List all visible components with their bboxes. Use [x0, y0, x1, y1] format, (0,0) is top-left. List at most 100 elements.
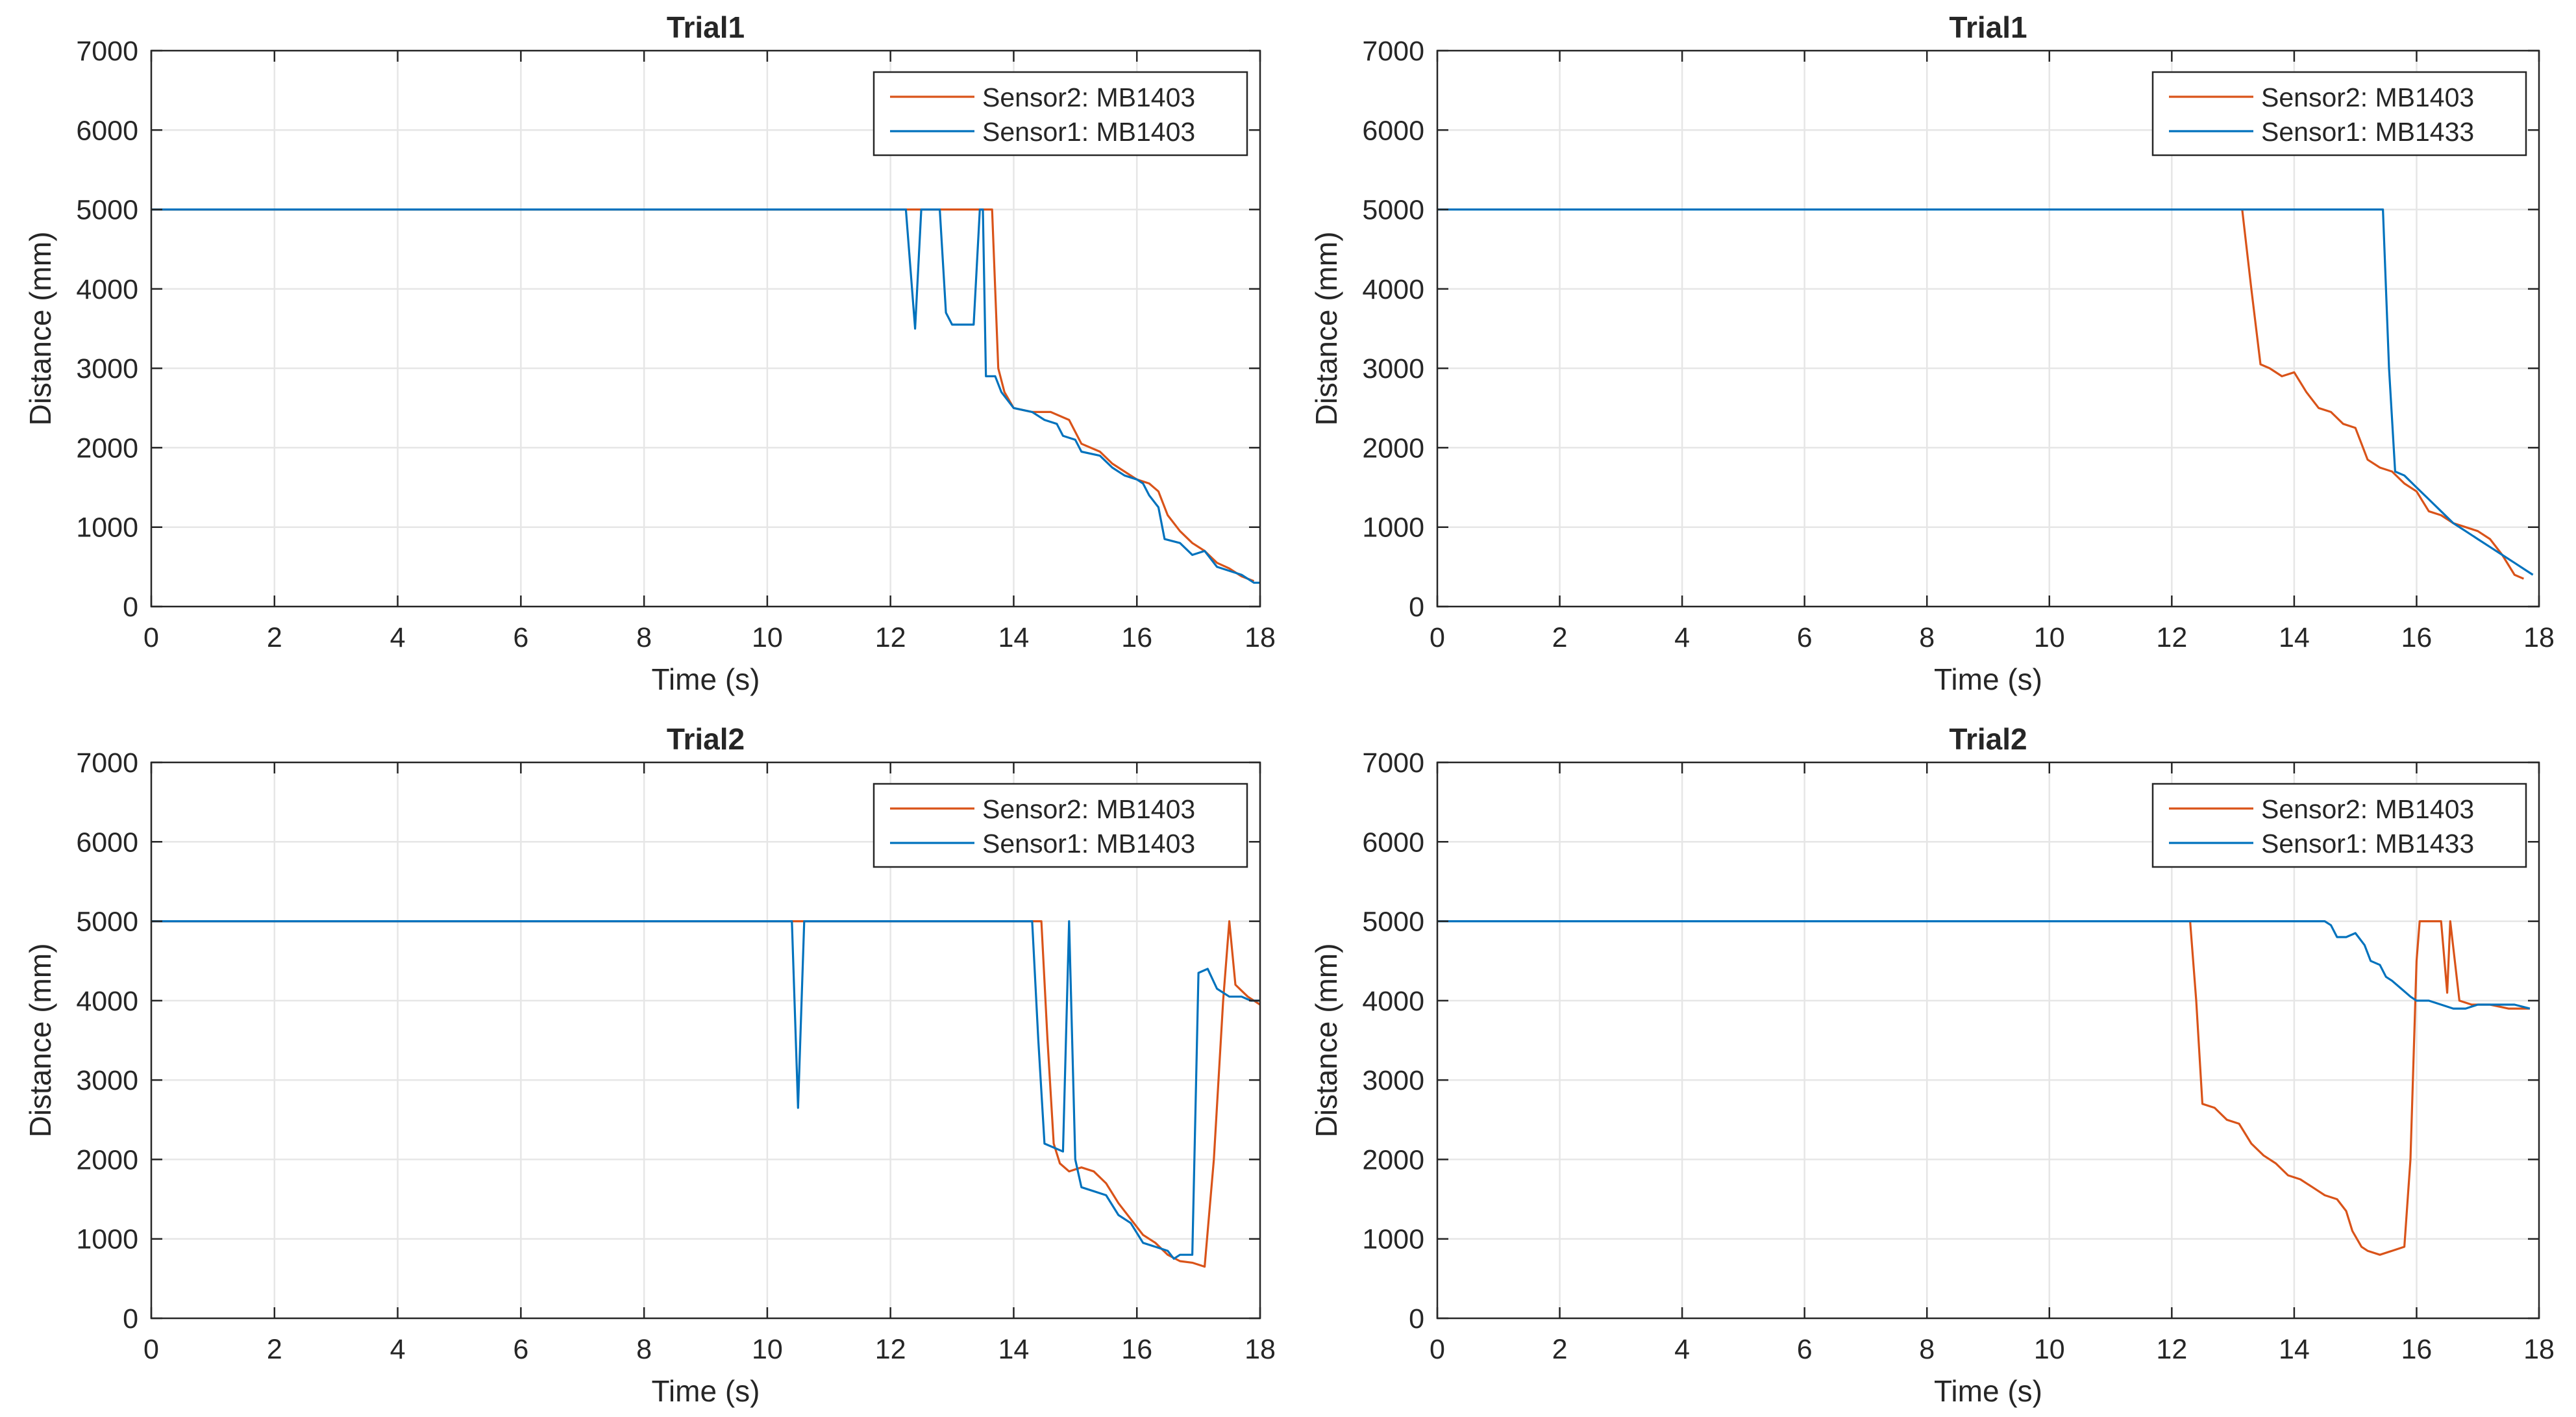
axes-box [150, 49, 1261, 608]
x-tick-label: 6 [1797, 1334, 1813, 1365]
legend-box [873, 71, 1248, 157]
y-tick-label: 6000 [76, 827, 138, 858]
chart-1: 0 2 4 6 8 10 12 14 16 18 0 1000 2000 3000 4000 5000 6000… [23, 10, 1276, 696]
x-tick-label: 2 [1552, 1334, 1568, 1365]
y-tick-label: 2000 [76, 433, 138, 464]
legend: Sensor2: MB1403 Sensor1: MB1433 [2151, 71, 2527, 157]
x-tick-label: 16 [1121, 622, 1152, 653]
series-line-sensor1 [1437, 920, 2531, 1010]
x-tick-label: 0 [143, 1334, 159, 1365]
y-tick-label: 2000 [1362, 1144, 1424, 1175]
series-line-sensor2 [151, 920, 1260, 1268]
legend-label: Sensor2: MB1403 [2261, 794, 2474, 824]
y-tick-label: 0 [1409, 1303, 1424, 1335]
x-tick-label: 4 [390, 622, 406, 653]
x-tick-label: 2 [1552, 622, 1568, 653]
y-tick-label: 1000 [76, 1224, 138, 1255]
x-tick-label: 2 [267, 622, 282, 653]
y-tick-label: 5000 [1362, 195, 1424, 226]
legend-label: Sensor1: MB1403 [982, 829, 1195, 859]
y-tick-label: 6000 [76, 115, 138, 146]
legend-label: Sensor2: MB1403 [982, 82, 1195, 112]
y-tick-label: 3000 [1362, 353, 1424, 384]
legend-label: Sensor1: MB1403 [982, 117, 1195, 147]
y-axis-label: Distance (mm) [23, 231, 57, 425]
x-tick-label: 0 [143, 622, 159, 653]
x-tick-label: 12 [2156, 622, 2187, 653]
y-tick-label: 7000 [1362, 747, 1424, 779]
chart-4: 0 2 4 6 8 10 12 14 16 18 0 1000 2000 3000 4000 5000 6000… [1309, 722, 2555, 1408]
legend-label: Sensor2: MB1403 [2261, 82, 2474, 112]
x-tick-label: 10 [752, 1334, 783, 1365]
x-tick-label: 6 [513, 622, 528, 653]
legend-label: Sensor2: MB1403 [982, 794, 1195, 824]
y-tick-label: 6000 [1362, 827, 1424, 858]
y-tick-label: 2000 [76, 1144, 138, 1175]
y-tick-label: 4000 [1362, 274, 1424, 305]
x-tick-label: 18 [2523, 1334, 2555, 1365]
series-line-sensor1 [151, 208, 1260, 584]
x-axis-label: Time (s) [652, 662, 760, 696]
x-tick-label: 6 [513, 1334, 528, 1365]
x-tick-label: 16 [1121, 1334, 1152, 1365]
x-tick-label: 18 [1245, 622, 1276, 653]
x-tick-label: 12 [875, 1334, 906, 1365]
x-tick-label: 14 [2279, 622, 2310, 653]
legend: Sensor2: MB1403 Sensor1: MB1433 [2151, 783, 2527, 868]
x-tick-label: 8 [1919, 1334, 1935, 1365]
axes-box [150, 761, 1261, 1320]
x-tick-label: 12 [875, 622, 906, 653]
y-tick-label: 2000 [1362, 433, 1424, 464]
axes-box [1436, 761, 2540, 1320]
y-tick-label: 5000 [76, 907, 138, 938]
y-axis-label: Distance (mm) [1309, 231, 1343, 425]
y-tick-label: 0 [123, 592, 138, 623]
x-tick-label: 0 [1430, 1334, 1445, 1365]
legend-box [873, 783, 1248, 868]
x-tick-label: 6 [1797, 622, 1813, 653]
x-tick-label: 16 [2401, 1334, 2433, 1365]
series-line-sensor2 [2241, 209, 2525, 580]
y-tick-label: 7000 [76, 747, 138, 779]
x-tick-label: 16 [2401, 622, 2433, 653]
x-tick-label: 4 [1674, 622, 1690, 653]
series-line-sensor1 [1437, 208, 2534, 576]
y-tick-label: 3000 [1362, 1065, 1424, 1096]
x-tick-label: 12 [2156, 1334, 2187, 1365]
chart-title: Trial2 [667, 722, 745, 756]
series-line-sensor1 [151, 920, 1260, 1260]
x-tick-label: 4 [1674, 1334, 1690, 1365]
y-axis-label: Distance (mm) [23, 943, 57, 1137]
y-tick-label: 6000 [1362, 115, 1424, 146]
y-tick-label: 0 [123, 1303, 138, 1335]
x-tick-label: 8 [1919, 622, 1935, 653]
legend: Sensor2: MB1403 Sensor1: MB1403 [873, 71, 1248, 157]
chart-title: Trial1 [1949, 10, 2027, 44]
chart-title: Trial2 [1949, 722, 2027, 756]
y-tick-label: 5000 [76, 195, 138, 226]
x-axis-label: Time (s) [652, 1374, 760, 1408]
y-tick-label: 1000 [1362, 512, 1424, 544]
x-tick-label: 10 [752, 622, 783, 653]
y-tick-label: 3000 [76, 1065, 138, 1096]
legend-box [2151, 71, 2527, 157]
chart-title: Trial1 [667, 10, 745, 44]
legend: Sensor2: MB1403 Sensor1: MB1403 [873, 783, 1248, 868]
x-tick-label: 18 [2523, 622, 2555, 653]
y-tick-label: 0 [1409, 592, 1424, 623]
y-tick-label: 4000 [1362, 986, 1424, 1017]
x-tick-label: 4 [390, 1334, 406, 1365]
legend-label: Sensor1: MB1433 [2261, 117, 2474, 147]
axes-box [1436, 49, 2540, 608]
series-line-sensor2 [2189, 920, 2530, 1256]
y-tick-label: 4000 [76, 274, 138, 305]
y-tick-label: 4000 [76, 986, 138, 1017]
x-tick-label: 14 [2279, 1334, 2310, 1365]
x-tick-label: 14 [998, 622, 1030, 653]
y-tick-label: 1000 [76, 512, 138, 544]
x-tick-label: 10 [2034, 622, 2065, 653]
chart-2: 0 2 4 6 8 10 12 14 16 18 0 1000 2000 3000 4000 5000 6000… [1309, 10, 2555, 696]
y-axis-label: Distance (mm) [1309, 943, 1343, 1137]
x-tick-label: 10 [2034, 1334, 2065, 1365]
